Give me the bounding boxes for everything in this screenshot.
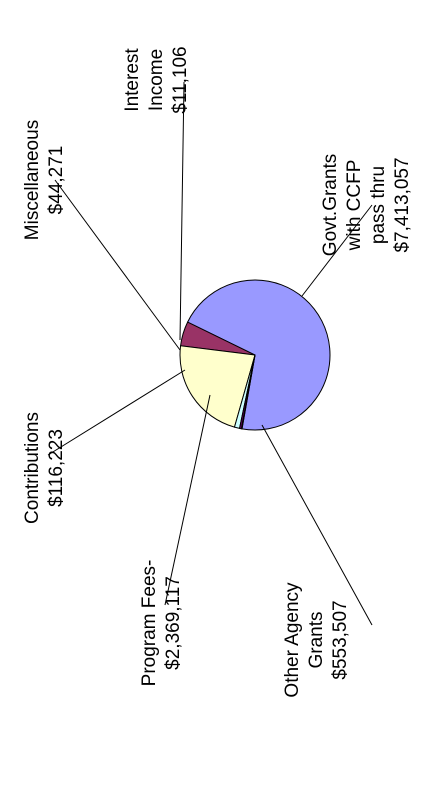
- pie-slice-govt: [186, 279, 331, 431]
- slice-name-misc: Miscellaneous: [22, 120, 43, 240]
- slice-value-other: $553,507: [330, 600, 351, 679]
- leader-line-misc: [54, 179, 181, 351]
- slice-value-program: $2,369,117: [163, 576, 184, 670]
- leader-line-interest: [179, 81, 185, 341]
- slice-name-govt: with CCFP: [344, 160, 365, 252]
- pie-slice-program: [179, 345, 256, 428]
- slice-label-govt: Govt.Grants with CCFP pass thru $7,413,057: [320, 154, 413, 256]
- pie-slice-interest: [240, 354, 256, 430]
- slice-value-interest: $11,106: [170, 46, 191, 113]
- slice-name-interest: Interest: [122, 48, 143, 112]
- slice-name-program: Program Fees-: [139, 560, 160, 687]
- leader-line-other: [261, 424, 373, 626]
- slice-value-contrib: $116,223: [46, 429, 67, 507]
- slice-name-other: Grants: [306, 611, 327, 668]
- slice-label-contrib: Contributions $116,223: [22, 412, 67, 524]
- pie-slices: [179, 279, 331, 431]
- slice-name-govt: pass thru: [368, 166, 389, 244]
- slice-label-misc: Miscellaneous $44,271: [22, 120, 67, 240]
- slice-label-interest: Interest Income $11,106: [122, 46, 191, 113]
- leader-lines: [47, 81, 373, 626]
- slice-name-govt: Govt.Grants: [320, 154, 341, 256]
- slice-label-program: Program Fees- $2,369,117: [139, 560, 184, 687]
- leader-line-govt: [301, 204, 373, 297]
- slice-labels: Govt.Grants with CCFP pass thru $7,413,057 O…: [22, 46, 413, 697]
- leader-line-contrib: [47, 369, 186, 456]
- slice-value-misc: $44,271: [46, 146, 67, 215]
- slice-name-interest: Income: [146, 49, 167, 111]
- leader-line-program: [164, 394, 211, 606]
- slice-label-other: Other Agency Grants $553,507: [282, 582, 351, 698]
- slice-name-contrib: Contributions: [22, 412, 43, 524]
- slice-value-govt: $7,413,057: [392, 157, 413, 252]
- slice-name-other: Other Agency: [282, 582, 303, 698]
